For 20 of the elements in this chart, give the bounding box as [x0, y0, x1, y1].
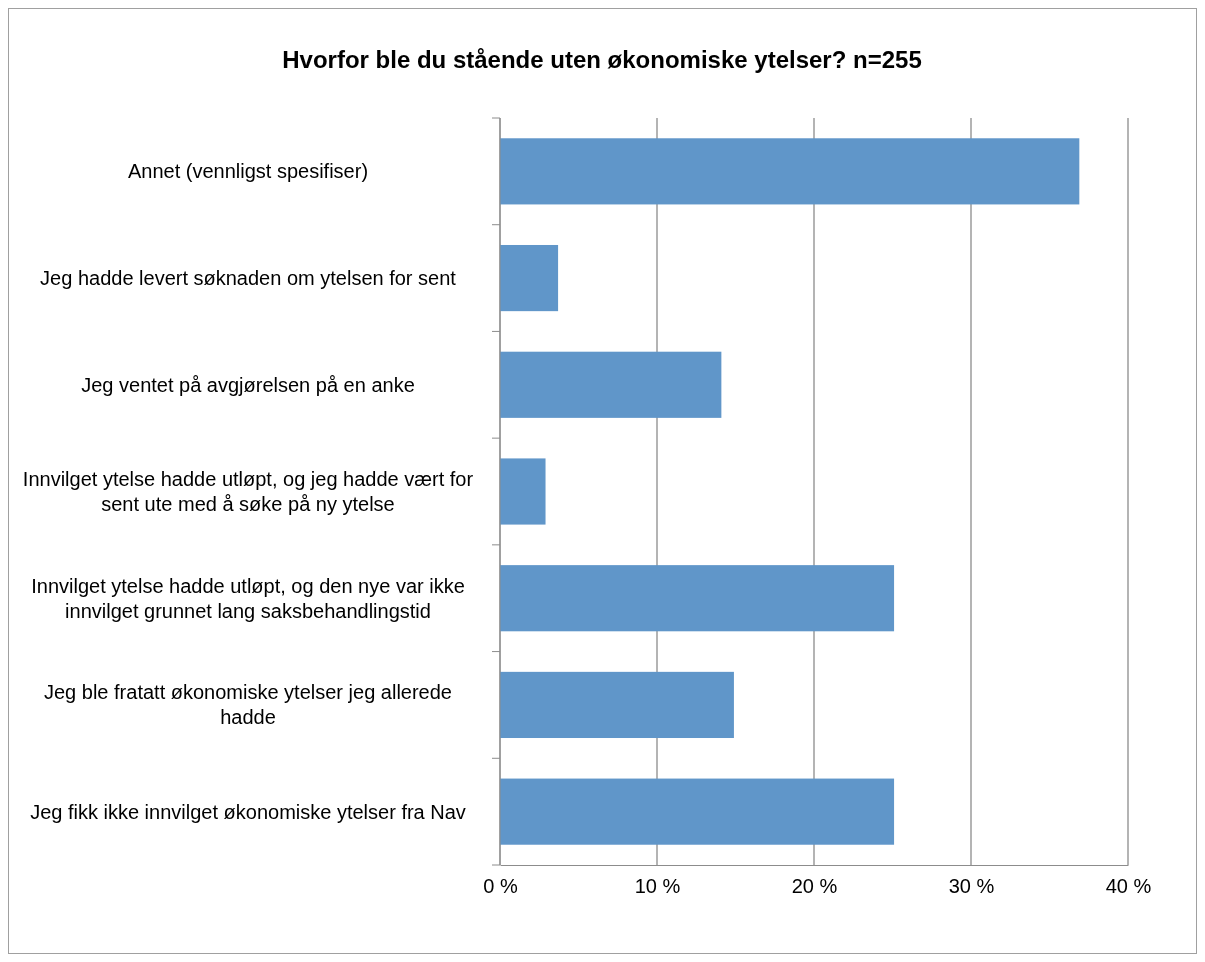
x-tick-label: 30 % [948, 875, 995, 898]
bar [500, 458, 546, 525]
bar [500, 565, 895, 632]
bar [500, 778, 895, 845]
bar [500, 351, 722, 418]
y-tick-label: Innvilget ytelse hadde utløpt, og jeg hadde vært for sent ute med å søke på ny ytelse [22, 468, 474, 515]
y-tick-label: Annet (vennligst spesifiser) [127, 160, 369, 183]
x-tick-label: 0 % [483, 875, 518, 898]
x-tick-label: 10 % [634, 875, 681, 898]
y-tick-label: Innvilget ytelse hadde utløpt, og den nye var ikke innvilget grunnet lang saksbehandlingstid [31, 574, 465, 622]
bar [500, 138, 1080, 205]
bar [500, 244, 559, 312]
y-tick-label: Jeg ble fratatt økonomiske ytelser jeg allerede hadde [44, 681, 452, 729]
chart-title: Hvorfor ble du stående uten økonomiske ytelser? n=255 [282, 46, 922, 73]
x-tick-label: 40 % [1105, 875, 1152, 898]
y-tick-label: Jeg hadde levert søknaden om ytelsen for sent [40, 267, 457, 290]
x-tick-label: 20 % [791, 875, 838, 898]
y-tick-label: Jeg fikk ikke innvilget økonomiske ytelser fra Nav [30, 800, 466, 823]
bar [500, 671, 734, 739]
y-tick-label: Jeg ventet på avgjørelsen på en anke [81, 373, 415, 396]
